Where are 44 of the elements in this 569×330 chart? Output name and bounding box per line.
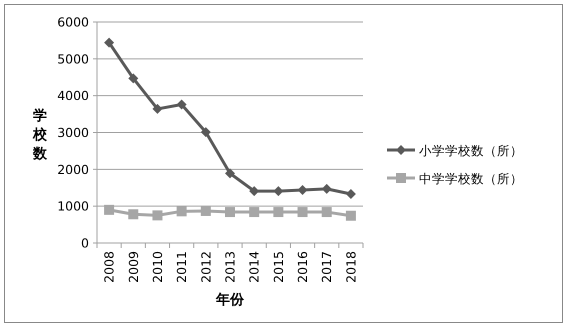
point — [298, 184, 308, 195]
x-tick-label: 2008 — [102, 250, 117, 283]
x-tick-label: 2014 — [246, 250, 262, 283]
point — [176, 100, 187, 110]
y-axis-title: 学校数 — [32, 108, 48, 162]
x-tick-label: 2015 — [270, 251, 286, 283]
point — [346, 210, 356, 221]
point — [322, 184, 332, 194]
x-tick-label: 2010 — [150, 250, 165, 283]
x-tick-label: 2018 — [343, 250, 358, 283]
point — [200, 127, 211, 138]
x-axis-title: 年份 — [215, 292, 245, 308]
point — [249, 207, 260, 218]
point — [225, 168, 235, 178]
point — [249, 186, 260, 196]
point — [128, 209, 138, 220]
y-tick-label: 0 — [81, 236, 90, 250]
point — [273, 207, 284, 218]
point — [104, 204, 114, 215]
y-tick-label: 1000 — [57, 198, 90, 214]
point — [152, 104, 162, 114]
x-tick-label: 2016 — [295, 250, 310, 283]
legend-label: 小学学校数（所） — [419, 143, 523, 158]
y-tick-label: 5000 — [57, 51, 90, 66]
x-tick-label: 2013 — [222, 251, 238, 283]
point — [104, 38, 114, 48]
x-tick-label: 2017 — [319, 251, 334, 283]
x-tick-label: 2012 — [198, 251, 214, 283]
y-tick-label: 4000 — [57, 88, 90, 104]
point — [322, 207, 332, 218]
x-tick-label: 2011 — [174, 251, 190, 283]
point — [176, 206, 187, 216]
legend-label: 中学学校数（所） — [419, 171, 523, 186]
point — [225, 207, 235, 218]
x-tick-label: 2009 — [126, 250, 141, 283]
point — [273, 186, 284, 196]
point — [152, 210, 162, 220]
point — [200, 206, 211, 216]
point — [128, 73, 138, 84]
y-tick-label: 6000 — [57, 14, 90, 30]
y-tick-label: 3000 — [57, 125, 90, 140]
point — [346, 189, 356, 200]
point — [298, 207, 308, 218]
y-tick-label: 2000 — [57, 162, 90, 177]
